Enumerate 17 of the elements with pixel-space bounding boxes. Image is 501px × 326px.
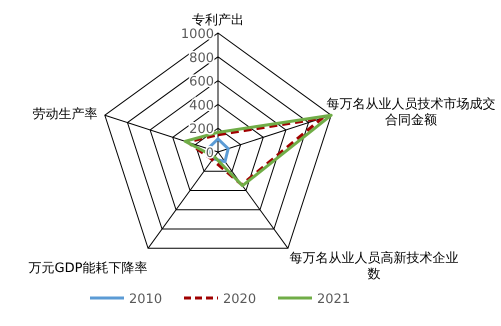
legend-item: 2020 bbox=[184, 292, 256, 307]
spoke-label: 劳动生产率 bbox=[32, 106, 98, 122]
legend-label: 2021 bbox=[317, 292, 350, 307]
spoke-label: 万元GDP能耗下降率 bbox=[28, 260, 148, 276]
y-tick-label: 0 bbox=[206, 146, 214, 161]
spoke-label: 每万名从业人员高新技术企业数 bbox=[290, 250, 458, 282]
y-tick-label: 800 bbox=[189, 50, 214, 66]
spoke-label: 专利产出 bbox=[192, 13, 244, 28]
legend-label: 2020 bbox=[223, 292, 256, 307]
y-tick-label: 1000 bbox=[180, 27, 214, 42]
legend-item: 2010 bbox=[90, 292, 162, 307]
y-tick-label: 400 bbox=[189, 98, 214, 114]
legend-label: 2010 bbox=[129, 292, 162, 307]
spoke-label: 每万名从业人员技术市场成交合同金额 bbox=[326, 96, 496, 128]
legend-item: 2021 bbox=[278, 292, 350, 307]
y-tick-label: 200 bbox=[189, 122, 214, 138]
y-tick-label: 600 bbox=[189, 74, 214, 90]
